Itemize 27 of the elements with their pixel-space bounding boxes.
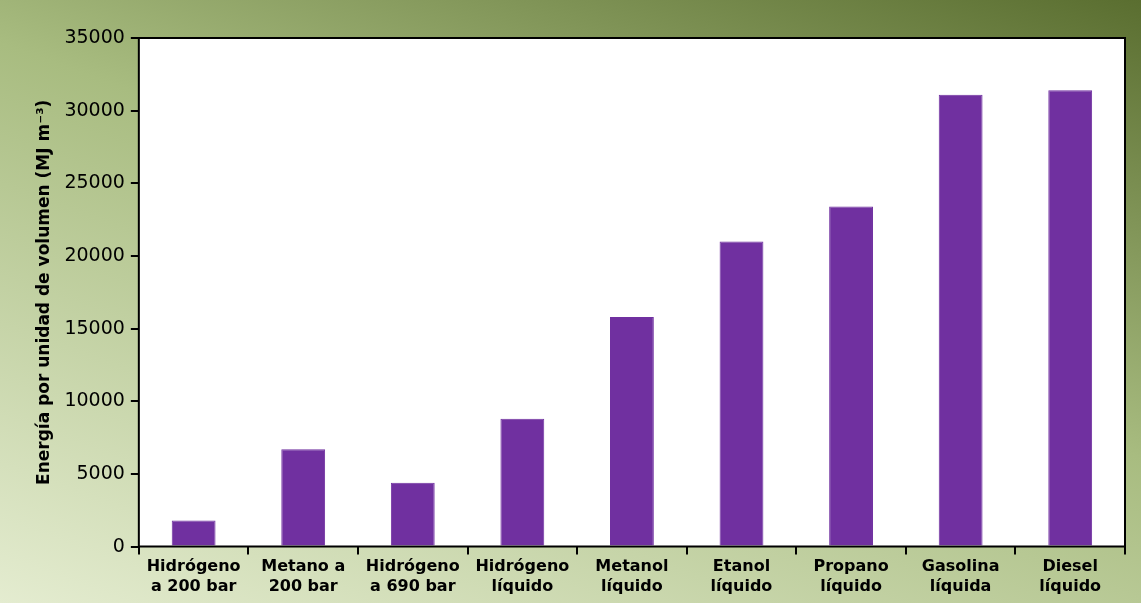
bar <box>1048 90 1093 546</box>
x-tick-label: Metano a 200 bar <box>261 556 346 595</box>
y-tick-label: 25000 <box>64 170 125 193</box>
y-tick-label: 5000 <box>76 460 125 483</box>
x-tick-label: Diesel líquido <box>1039 556 1102 595</box>
y-tick-label: 20000 <box>64 242 125 265</box>
x-tick-label: Hidrógeno a 690 bar <box>365 556 460 595</box>
x-tick-label: Hidrógeno líquido <box>475 556 570 595</box>
bar <box>938 94 983 546</box>
bar <box>390 482 435 546</box>
x-tick-label: Gasolina líquida <box>921 556 1000 595</box>
x-tick-label: Hidrógeno a 200 bar <box>146 556 241 595</box>
y-tick-label: 30000 <box>64 97 125 120</box>
y-tick-label: 0 <box>112 533 125 556</box>
y-tick-label: 35000 <box>64 24 125 47</box>
bar <box>281 449 326 546</box>
bar <box>829 206 873 546</box>
y-axis-title: Energía por unidad de volumen (MJ m⁻³) <box>32 99 53 485</box>
y-tick-label: 10000 <box>64 388 125 411</box>
x-tick-label: Metanol líquido <box>595 556 669 595</box>
x-tick-label: Propano líquido <box>813 556 889 595</box>
bar <box>719 241 764 546</box>
x-tick-label: Etanol líquido <box>710 556 773 595</box>
bar <box>610 317 654 546</box>
bar <box>171 520 216 546</box>
y-tick-label: 15000 <box>64 315 125 338</box>
bar <box>500 418 545 546</box>
